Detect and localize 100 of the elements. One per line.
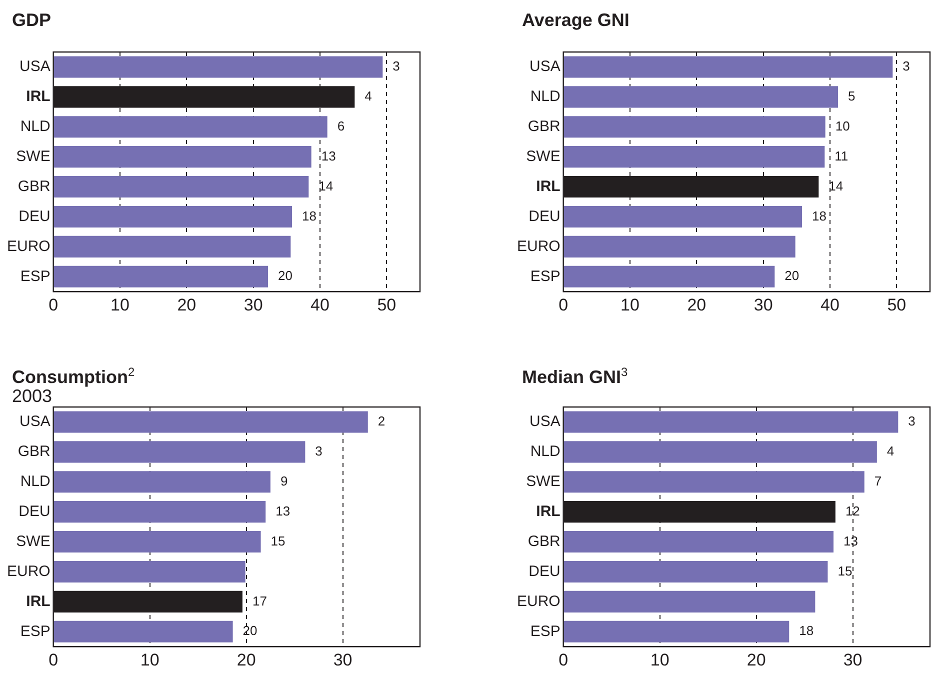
x-tick-label: 40	[310, 295, 330, 314]
y-tick-label: USA	[529, 58, 560, 76]
y-tick-label: USA	[19, 413, 50, 430]
x-tick-label: 30	[333, 650, 352, 670]
bar	[54, 266, 268, 288]
bar	[54, 620, 233, 642]
annotation: 18	[812, 208, 826, 224]
annotation: 3	[315, 444, 322, 459]
chart-subtitle: 2003	[12, 386, 52, 407]
annotation: 4	[364, 88, 372, 104]
y-tick-label: IRL	[536, 178, 560, 195]
annotation: 20	[278, 268, 292, 284]
annotation: 11	[834, 148, 848, 164]
x-tick-label: 50	[377, 295, 396, 314]
y-tick-label: NLD	[20, 473, 50, 490]
bar	[54, 116, 328, 138]
x-tick-label: 0	[558, 650, 568, 670]
x-tick-label: 0	[48, 650, 58, 670]
chart-title: Median GNI$^{3}$	[522, 365, 628, 388]
y-tick-label: DEU	[528, 562, 560, 580]
annotation: 4	[886, 444, 894, 459]
bar	[54, 56, 383, 78]
annotation: 14	[828, 178, 844, 194]
annotation: 18	[799, 623, 814, 638]
bar	[564, 56, 893, 78]
annotation: 20	[784, 268, 800, 284]
bar	[564, 206, 802, 228]
y-tick-label: EURO	[516, 238, 560, 255]
y-tick-label: NLD	[20, 118, 50, 136]
bar	[564, 560, 828, 583]
bar	[54, 206, 292, 228]
bar	[54, 176, 309, 198]
y-tick-label: IRL	[26, 88, 50, 106]
annotation: 5	[848, 88, 856, 104]
annotation: 10	[835, 118, 850, 134]
x-tick-label: 20	[177, 295, 196, 314]
bar	[564, 236, 796, 258]
bar	[564, 471, 864, 493]
y-tick-label: DEU	[18, 502, 50, 520]
bar	[564, 530, 834, 553]
x-tick-label: 0	[48, 295, 58, 314]
annotation: 15	[270, 533, 286, 548]
x-tick-label: 20	[687, 295, 706, 314]
y-tick-label: EURO	[6, 562, 50, 580]
annotation: 7	[874, 473, 882, 488]
annotation: 3	[902, 58, 910, 74]
annotation: 17	[252, 593, 267, 608]
y-tick-label: USA	[529, 413, 560, 430]
y-tick-label: ESP	[530, 622, 560, 640]
x-tick-label: 20	[746, 650, 766, 670]
annotation: 6	[337, 118, 345, 134]
x-tick-label: 50	[887, 295, 906, 314]
bar	[54, 471, 270, 493]
bar	[54, 411, 368, 433]
y-tick-label: GBR	[528, 118, 560, 136]
chart-title: Consumption$^{2}$	[12, 365, 135, 388]
y-tick-label: GBR	[528, 532, 560, 550]
annotation: 14	[318, 178, 334, 194]
y-tick-label: EURO	[6, 238, 50, 255]
annotation: 15	[838, 563, 852, 578]
x-tick-label: 10	[620, 295, 640, 314]
y-tick-label: ESP	[530, 268, 560, 285]
x-tick-label: 40	[820, 295, 840, 314]
bar	[564, 620, 790, 642]
bar	[54, 236, 291, 258]
annotation: 13	[276, 503, 290, 518]
annotation: 2	[378, 414, 386, 429]
y-tick-label: DEU	[18, 208, 50, 225]
bar	[54, 560, 246, 583]
y-tick-label: ESP	[20, 622, 50, 640]
y-tick-label: IRL	[26, 592, 50, 610]
bar	[54, 501, 266, 523]
bar	[54, 530, 261, 553]
bar	[564, 116, 826, 138]
bar	[564, 441, 877, 463]
annotation: 12	[845, 503, 860, 518]
y-tick-label: NLD	[530, 443, 560, 460]
annotation: 3	[908, 414, 916, 429]
annotation: 18	[302, 208, 316, 224]
chart-title: Average GNI	[522, 10, 630, 31]
x-tick-label: 0	[558, 295, 568, 314]
y-tick-label: IRL	[536, 502, 560, 520]
y-tick-label: GBR	[18, 178, 50, 195]
y-tick-label: ESP	[20, 268, 50, 285]
y-tick-label: NLD	[530, 88, 560, 106]
x-tick-label: 10	[140, 650, 160, 670]
annotation: 9	[280, 473, 288, 488]
chart-title: GDP	[12, 10, 52, 31]
bar	[54, 146, 312, 168]
x-tick-label: 30	[754, 295, 773, 314]
bar	[564, 590, 816, 612]
x-tick-label: 30	[244, 295, 263, 314]
x-tick-label: 10	[650, 650, 670, 670]
y-tick-label: SWE	[526, 473, 560, 490]
x-tick-label: 20	[236, 650, 256, 670]
y-tick-label: USA	[19, 58, 50, 76]
bar	[564, 86, 838, 108]
x-tick-label: 10	[110, 295, 130, 314]
y-tick-label: SWE	[16, 148, 50, 165]
y-tick-label: EURO	[516, 592, 560, 610]
